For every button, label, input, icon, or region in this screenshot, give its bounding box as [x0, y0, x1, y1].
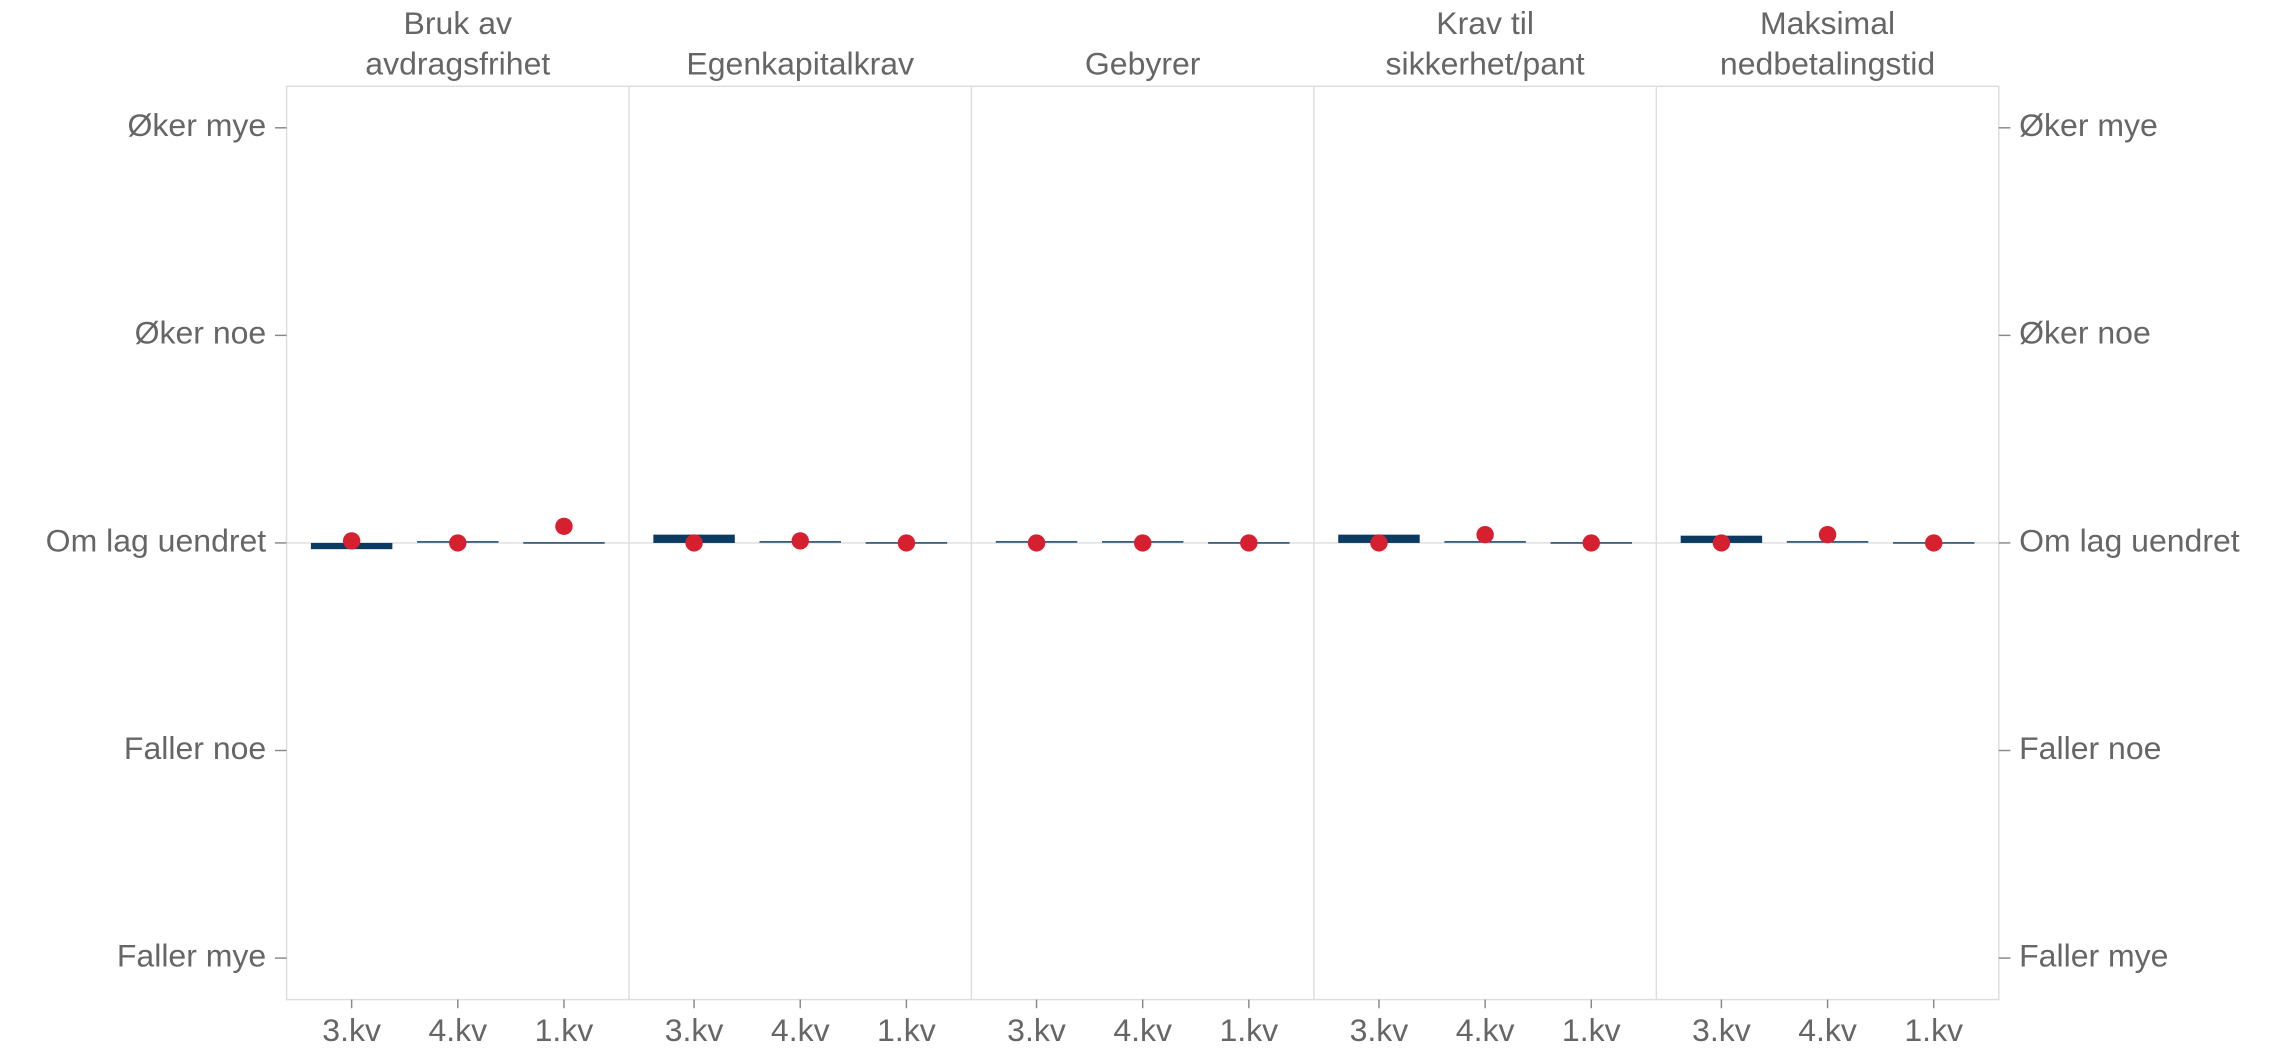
- bar: [523, 542, 605, 544]
- dot: [897, 534, 916, 552]
- panel-title: Bruk av: [404, 5, 513, 41]
- dot: [1712, 534, 1731, 552]
- y-tick-label: Faller mye: [117, 938, 266, 974]
- x-tick-label: 4.kv: [1456, 1012, 1515, 1048]
- dot: [791, 532, 809, 550]
- y2-tick-label: Faller mye: [2019, 938, 2168, 974]
- x-tick-label: 1.kv: [877, 1012, 936, 1048]
- x-tick-label: 4.kv: [771, 1012, 830, 1048]
- x-tick-label: 1.kv: [1220, 1012, 1279, 1048]
- panel-title: Gebyrer: [1085, 46, 1201, 82]
- x-tick-label: 3.kv: [322, 1012, 381, 1048]
- chart-body: Øker mye Øker mye Øker noe Øker noe Om lag u…: [46, 5, 2240, 1048]
- x-tick-label: 3.kv: [1007, 1012, 1066, 1048]
- x-tick-label: 4.kv: [428, 1012, 487, 1048]
- panel-title: Maksimal: [1760, 5, 1895, 41]
- dot: [1370, 534, 1388, 552]
- dot: [1582, 534, 1601, 552]
- y-tick-label: Øker noe: [135, 315, 267, 351]
- x-tick-label: 3.kv: [1350, 1012, 1409, 1048]
- dot: [1240, 534, 1258, 552]
- x-tick-label: 3.kv: [665, 1012, 724, 1048]
- dot: [1027, 534, 1046, 552]
- x-tick-label: 1.kv: [1904, 1012, 1963, 1048]
- dot: [1476, 526, 1494, 544]
- x-tick-label: 1.kv: [1562, 1012, 1621, 1048]
- panel-title: nedbetalingstid: [1720, 46, 1935, 82]
- x-tick-label: 4.kv: [1113, 1012, 1172, 1048]
- panel-title: Krav til: [1436, 5, 1534, 41]
- dot: [1924, 534, 1943, 552]
- y2-tick-label: Øker mye: [2019, 107, 2158, 143]
- x-tick-label: 3.kv: [1692, 1012, 1751, 1048]
- dot: [685, 534, 703, 552]
- dot: [1133, 534, 1152, 552]
- dot: [1818, 526, 1837, 544]
- x-tick-label: 4.kv: [1798, 1012, 1857, 1048]
- dot: [555, 517, 573, 535]
- y2-tick-label: Om lag uendret: [2019, 522, 2240, 558]
- panel-title: avdragsfrihet: [365, 46, 550, 82]
- y2-tick-label: Øker noe: [2019, 315, 2151, 351]
- panel-title: sikkerhet/pant: [1386, 46, 1585, 82]
- panel-title: Egenkapitalkrav: [686, 46, 914, 82]
- y-tick-label: Om lag uendret: [46, 522, 267, 558]
- y-tick-label: Øker mye: [128, 107, 267, 143]
- y2-tick-label: Faller noe: [2019, 730, 2161, 766]
- dot: [342, 532, 361, 550]
- x-tick-label: 1.kv: [535, 1012, 594, 1048]
- dot: [449, 534, 467, 552]
- y-tick-label: Faller noe: [124, 730, 266, 766]
